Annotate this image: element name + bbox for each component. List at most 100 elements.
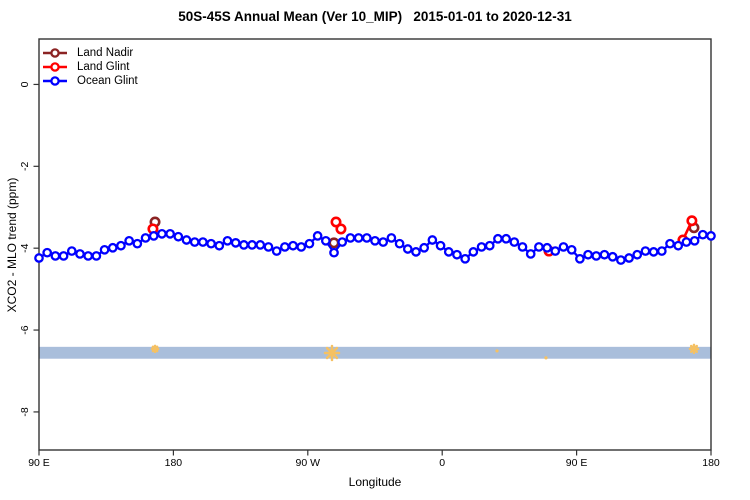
- ocean-glint-point: [509, 237, 520, 247]
- ocean-glint-point: [222, 235, 233, 246]
- x-tick-label: 180: [165, 457, 183, 469]
- ocean-glint-point: [493, 233, 503, 244]
- ocean-glint-point: [501, 233, 511, 244]
- chart-title: 50S-45S Annual Mean (Ver 10_MIP) 2015-01…: [178, 9, 572, 24]
- ocean-glint-point: [435, 240, 446, 251]
- ocean-glint-point: [329, 247, 339, 258]
- ocean-glint-point: [673, 240, 684, 251]
- ocean-glint-point: [665, 238, 675, 249]
- ocean-glint-point: [247, 240, 257, 250]
- ocean-glint-point: [345, 233, 356, 243]
- ocean-glint-point: [320, 235, 331, 246]
- land-glint-marker-icon: [43, 62, 67, 72]
- legend-item-land-nadir: Land Nadir: [42, 46, 138, 60]
- ocean-glint-point: [402, 244, 413, 254]
- ocean-glint-point: [263, 242, 274, 252]
- ocean-glint-point: [616, 255, 626, 265]
- ocean-glint-point: [566, 244, 577, 255]
- x-tick-label: 90 E: [566, 457, 588, 469]
- ocean-glint-point: [91, 251, 102, 261]
- ocean-glint-point: [591, 251, 602, 261]
- ocean-glint-point: [83, 251, 94, 261]
- y-tick-label: -2: [19, 161, 31, 170]
- flag-mark: [495, 349, 499, 353]
- ocean-glint-point: [271, 246, 282, 256]
- ocean-glint-point: [214, 240, 225, 251]
- ocean-glint-point: [476, 242, 487, 252]
- ocean-glint-point: [697, 229, 708, 240]
- ocean-glint-point: [460, 253, 470, 264]
- ocean-glint-point: [206, 238, 216, 249]
- ocean-glint-point: [165, 229, 175, 239]
- x-axis-title: Longitude: [348, 475, 402, 489]
- flag-mark: [151, 345, 159, 353]
- y-tick-label: -4: [19, 243, 31, 252]
- ocean-glint-point: [607, 251, 618, 262]
- ocean-glint-point: [517, 242, 528, 252]
- ocean-glint-point: [542, 242, 552, 253]
- legend: Land Nadir Land Glint Ocean Glint: [42, 46, 138, 88]
- x-tick-label: 90 W: [296, 457, 321, 469]
- ocean-glint-point: [288, 240, 298, 251]
- ocean-glint-point: [189, 237, 200, 247]
- ocean-glint-point: [689, 235, 700, 246]
- flag-mark: [544, 356, 548, 360]
- x-tick-label: 180: [702, 457, 720, 469]
- legend-label-ocean-glint: Ocean Glint: [77, 75, 138, 87]
- ocean-glint-point: [534, 242, 544, 252]
- ocean-glint-point: [42, 247, 53, 258]
- ocean-glint-point: [599, 249, 610, 260]
- land-glint-point: [335, 223, 347, 235]
- ocean-glint-point: [66, 246, 77, 256]
- flag-mark: [325, 346, 339, 360]
- ocean-glint-marker-icon: [43, 76, 67, 86]
- y-tick-label: 0: [19, 81, 31, 87]
- ocean-glint-point: [140, 233, 151, 243]
- y-axis-title: XCO2 - MLO trend (ppm): [5, 177, 19, 313]
- ocean-glint-point: [427, 235, 438, 245]
- ocean-glint-point: [239, 240, 249, 250]
- ocean-glint-point: [255, 240, 266, 250]
- ocean-glint-point: [173, 231, 184, 242]
- flag-mark: [689, 344, 699, 353]
- land-nadir-point: [328, 237, 340, 249]
- ocean-glint-point: [280, 242, 290, 252]
- ocean-glint-point: [558, 242, 569, 252]
- ocean-glint-point: [58, 251, 69, 261]
- ocean-glint-point: [116, 240, 126, 251]
- land-glint-point: [330, 216, 342, 228]
- ocean-glint-point: [681, 237, 692, 247]
- ocean-glint-point: [624, 253, 634, 263]
- legend-label-land-glint: Land Glint: [77, 61, 130, 73]
- ocean-glint-point: [312, 231, 323, 241]
- x-tick-label: 0: [439, 457, 445, 469]
- ocean-glint-point: [230, 238, 241, 248]
- ocean-glint-point: [394, 238, 405, 249]
- ocean-glint-point: [648, 247, 659, 257]
- y-tick-label: -8: [19, 407, 31, 416]
- ocean-glint-point: [198, 237, 208, 247]
- ocean-glint-point: [656, 246, 667, 256]
- land-nadir-marker-icon: [43, 48, 67, 58]
- ocean-glint-point: [50, 251, 61, 261]
- ocean-glint-point: [370, 235, 380, 246]
- ocean-glint-point: [304, 238, 315, 249]
- ocean-glint-point: [550, 246, 561, 256]
- reference-band: [39, 346, 711, 359]
- legend-item-land-glint: Land Glint: [42, 60, 138, 74]
- ocean-glint-point: [132, 238, 143, 249]
- ocean-glint-point: [181, 235, 192, 245]
- ocean-glint-point: [157, 229, 167, 239]
- ocean-glint-point: [337, 237, 348, 247]
- plot-box: [38, 38, 712, 451]
- ocean-glint-point: [468, 247, 479, 257]
- ocean-glint-point: [443, 247, 454, 257]
- ocean-glint-point: [107, 242, 118, 253]
- legend-label-land-nadir: Land Nadir: [77, 47, 134, 59]
- ocean-glint-point: [353, 233, 364, 243]
- ocean-glint-point: [583, 249, 593, 260]
- land-glint-point: [686, 215, 698, 227]
- ocean-glint-point: [148, 231, 159, 241]
